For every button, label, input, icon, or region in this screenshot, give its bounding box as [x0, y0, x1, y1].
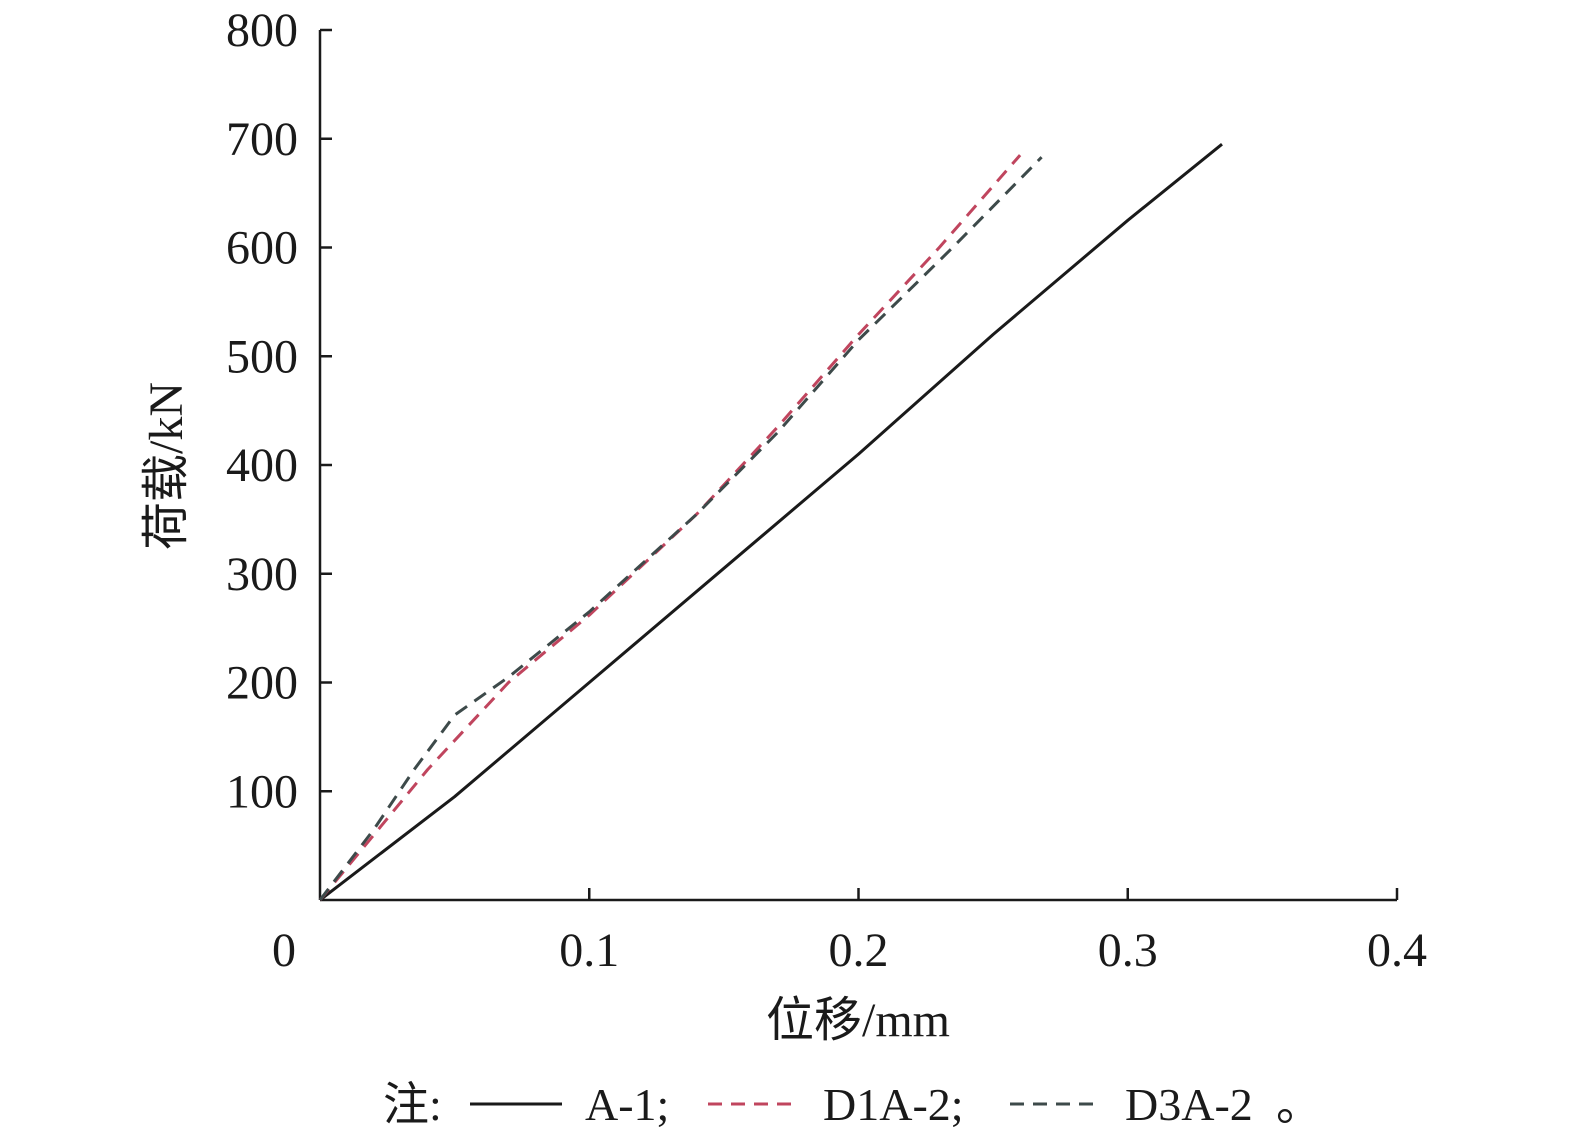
legend-end-mark: 。	[1276, 1079, 1322, 1130]
series-line-a-1	[319, 143, 1223, 902]
y-tick-label: 800	[226, 4, 298, 57]
y-tick-label: 200	[226, 657, 298, 710]
y-tick-label: 300	[226, 548, 298, 601]
legend: 注: A-1; D1A-2; D3A-2 。	[383, 1079, 1322, 1130]
x-tick-label: 0.3	[1098, 924, 1158, 977]
y-tick-label: 500	[226, 330, 298, 383]
legend-label-d3a-2: D3A-2	[1125, 1079, 1253, 1130]
y-ticks: 100 200 300 400 500 600 700 800	[226, 4, 332, 818]
x-tick-label: 0	[272, 924, 296, 977]
x-tick-label: 0.4	[1367, 924, 1427, 977]
legend-prefix: 注:	[383, 1079, 442, 1130]
x-axis-label: 位移/mm	[766, 994, 950, 1047]
y-tick-label: 100	[226, 765, 298, 818]
y-tick-label: 400	[226, 439, 298, 492]
x-tick-label: 0.2	[829, 924, 889, 977]
series-line-d3a-2	[318, 156, 1043, 901]
y-axis-label: 荷载/kN	[140, 382, 193, 550]
axes	[318, 30, 1397, 902]
x-tick-label: 0.1	[559, 924, 619, 977]
x-ticks: 0 0.1 0.2 0.3 0.4	[272, 888, 1427, 977]
y-tick-label: 700	[226, 113, 298, 166]
legend-label-d1a-2: D1A-2;	[823, 1079, 964, 1130]
y-tick-label: 600	[226, 222, 298, 275]
legend-label-a-1: A-1;	[585, 1079, 669, 1130]
series-line-d1a-2	[318, 154, 1022, 901]
series-layer	[318, 143, 1223, 902]
